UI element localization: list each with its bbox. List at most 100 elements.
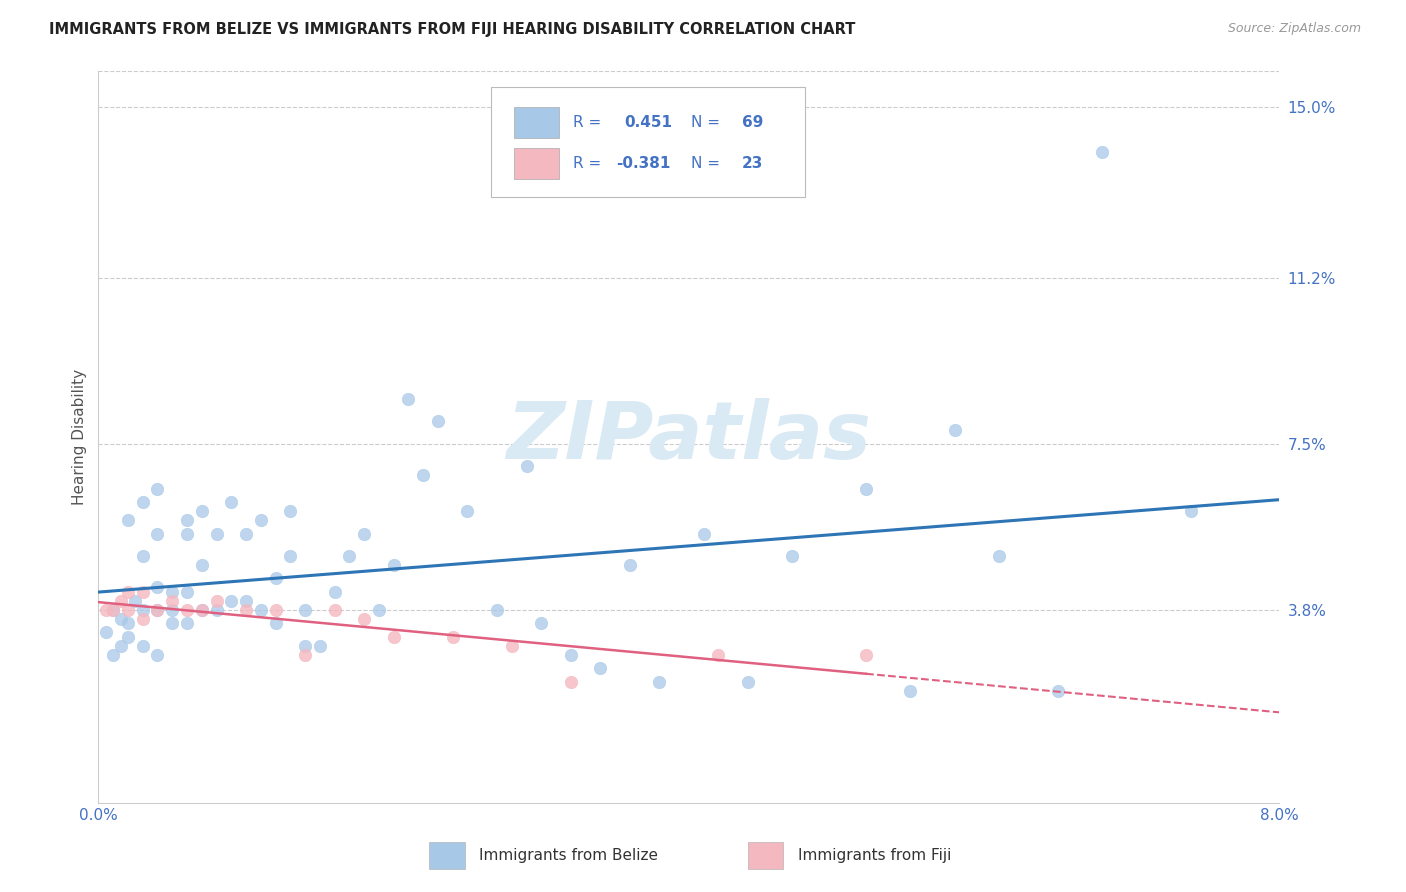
Text: 23: 23 — [742, 156, 763, 171]
Point — [501, 639, 523, 653]
Text: N =: N = — [692, 156, 725, 171]
Point — [737, 674, 759, 689]
FancyBboxPatch shape — [515, 107, 560, 137]
Point — [132, 603, 155, 617]
Point — [146, 482, 169, 496]
Point — [103, 603, 125, 617]
Point — [132, 495, 155, 509]
Point — [855, 648, 877, 662]
Point — [117, 603, 139, 617]
Point — [619, 558, 641, 572]
Point — [323, 603, 346, 617]
Point — [117, 513, 139, 527]
Point — [146, 603, 169, 617]
Point — [117, 630, 139, 644]
Point — [132, 549, 155, 563]
Text: R =: R = — [574, 156, 606, 171]
Point — [176, 603, 198, 617]
Point — [205, 526, 228, 541]
Point — [560, 648, 582, 662]
Point — [219, 495, 242, 509]
Point — [294, 639, 316, 653]
Point — [191, 603, 214, 617]
Point — [278, 504, 302, 518]
Point — [693, 526, 716, 541]
Point — [146, 526, 169, 541]
Point — [353, 612, 375, 626]
Point — [250, 603, 273, 617]
Point — [707, 648, 730, 662]
Point — [426, 414, 449, 428]
FancyBboxPatch shape — [429, 841, 464, 870]
Point — [110, 639, 132, 653]
Point — [294, 648, 316, 662]
Y-axis label: Hearing Disability: Hearing Disability — [72, 369, 87, 505]
FancyBboxPatch shape — [515, 148, 560, 179]
Text: 0.451: 0.451 — [624, 115, 672, 129]
Point — [191, 558, 214, 572]
Point — [250, 513, 273, 527]
Text: 69: 69 — [742, 115, 763, 129]
Point — [146, 648, 169, 662]
Point — [219, 594, 242, 608]
Point — [648, 674, 671, 689]
Point — [560, 674, 582, 689]
Point — [412, 468, 434, 483]
Point — [162, 603, 183, 617]
Point — [132, 612, 155, 626]
Point — [987, 549, 1010, 563]
Point — [191, 603, 214, 617]
Point — [1180, 504, 1202, 518]
Point — [294, 603, 316, 617]
Point — [176, 616, 198, 631]
Point — [382, 630, 405, 644]
Point — [382, 558, 405, 572]
Point — [146, 581, 169, 595]
FancyBboxPatch shape — [748, 841, 783, 870]
Point — [396, 392, 419, 406]
Point — [205, 603, 228, 617]
Point — [278, 549, 302, 563]
Point — [94, 603, 117, 617]
Text: Immigrants from Belize: Immigrants from Belize — [478, 848, 658, 863]
Point — [235, 526, 257, 541]
Point — [855, 482, 877, 496]
Point — [943, 423, 966, 437]
Point — [117, 585, 139, 599]
Point — [782, 549, 804, 563]
Point — [530, 616, 553, 631]
Text: ZIPatlas: ZIPatlas — [506, 398, 872, 476]
Point — [308, 639, 332, 653]
Point — [162, 585, 183, 599]
FancyBboxPatch shape — [491, 87, 804, 197]
Point — [103, 603, 125, 617]
Text: R =: R = — [574, 115, 606, 129]
Point — [176, 526, 198, 541]
Point — [1091, 145, 1114, 160]
Text: N =: N = — [692, 115, 725, 129]
Point — [456, 504, 478, 518]
Point — [323, 585, 346, 599]
Point — [235, 594, 257, 608]
Point — [124, 594, 146, 608]
Point — [264, 616, 287, 631]
Point — [589, 661, 612, 675]
Point — [146, 603, 169, 617]
Point — [264, 571, 287, 585]
Point — [337, 549, 360, 563]
Point — [235, 603, 257, 617]
Point — [205, 594, 228, 608]
Point — [900, 683, 922, 698]
Point — [162, 616, 183, 631]
Text: Immigrants from Fiji: Immigrants from Fiji — [797, 848, 950, 863]
Point — [103, 648, 125, 662]
Point — [132, 585, 155, 599]
Point — [485, 603, 508, 617]
Point — [1046, 683, 1069, 698]
Point — [264, 603, 287, 617]
Point — [176, 585, 198, 599]
Point — [162, 594, 183, 608]
Point — [441, 630, 464, 644]
Point — [191, 504, 214, 518]
Point — [515, 459, 537, 474]
